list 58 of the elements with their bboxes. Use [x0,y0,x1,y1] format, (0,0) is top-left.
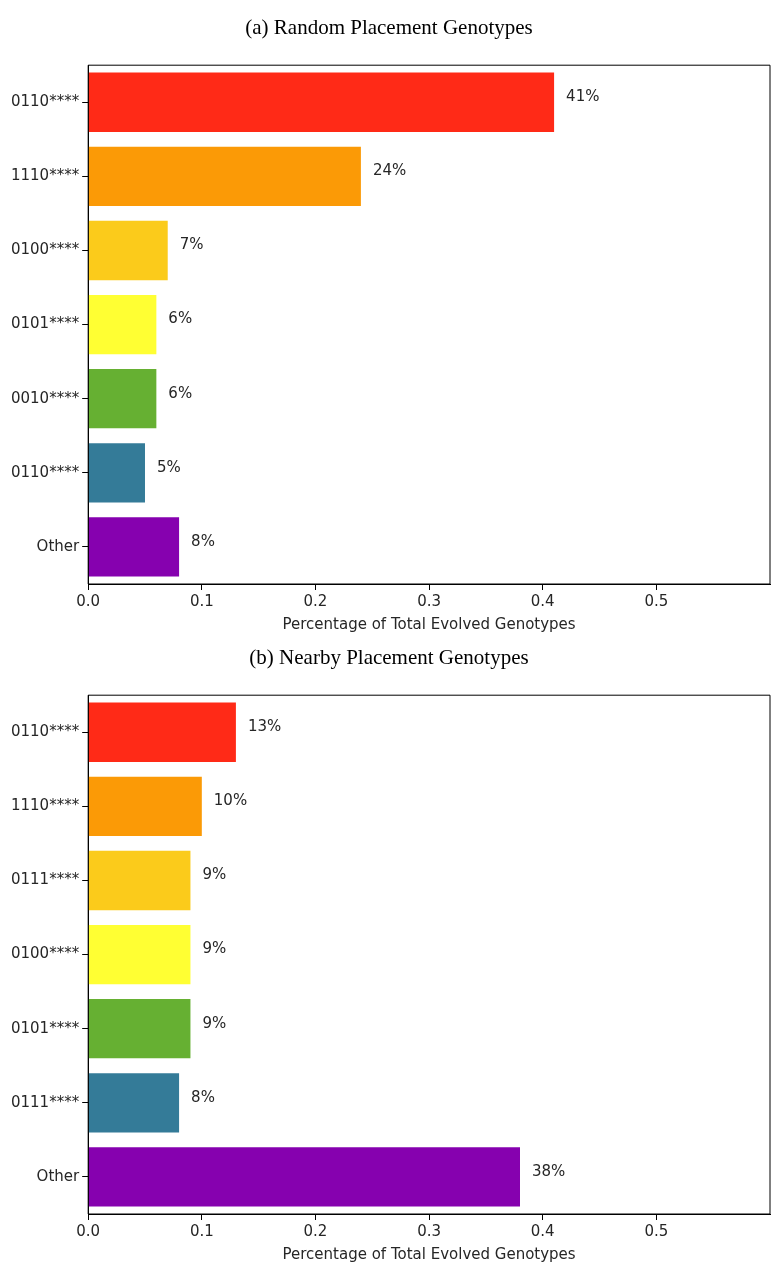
y-tick-label: Other [36,1166,80,1185]
bar [88,1073,180,1133]
x-tick-label: 0.1 [189,1221,214,1240]
bar [88,1147,520,1207]
x-axis-title: Percentage of Total Evolved Genotypes [282,1244,576,1263]
x-tick-label: 0.3 [417,1221,442,1240]
data-label: 10% [213,791,248,810]
x-tick-label: 0.4 [530,591,555,610]
data-label: 9% [202,1013,227,1032]
y-tick-label: 0111**** [10,1092,80,1111]
y-tick-label: 0111**** [10,870,80,889]
bar [88,294,157,355]
data-label: 6% [168,383,193,402]
x-tick-label: 0.0 [76,1221,101,1240]
data-label: 13% [247,717,282,736]
x-tick-label: 0.2 [303,1221,328,1240]
y-tick-label: 0110**** [10,722,80,741]
x-tick-label: 0.4 [530,1221,555,1240]
bar [88,999,191,1059]
x-tick-label: 0.3 [417,591,442,610]
data-label: 6% [168,309,193,328]
y-tick-label: 0101**** [10,314,80,333]
y-tick-label: 0100**** [10,240,80,259]
y-tick-label: 0010**** [10,388,80,407]
chart-title: (b) Nearby Placement Genotypes [249,645,529,670]
bar [88,702,236,762]
bar [88,72,555,132]
x-tick-label: 0.2 [303,591,328,610]
data-label: 5% [156,457,181,476]
y-tick-label: 0110**** [10,462,80,481]
bar [88,924,191,985]
x-axis-title: Percentage of Total Evolved Genotypes [282,614,576,633]
data-label: 8% [191,1087,215,1106]
y-tick-label: 0110**** [10,92,80,111]
y-tick-label: 0101**** [10,1018,80,1037]
chart-title: (a) Random Placement Genotypes [245,15,533,40]
y-tick-label: 1110**** [10,166,80,185]
y-tick-label: 1110**** [10,796,80,815]
data-label: 24% [372,161,407,180]
x-tick-label: 0.1 [189,591,214,610]
bar [88,369,157,429]
bar [88,146,361,207]
data-label: 9% [202,865,227,884]
y-tick-label: Other [36,536,80,555]
data-label: 41% [566,87,600,106]
bar [88,517,180,577]
bar [88,776,202,837]
data-label: 7% [179,235,204,254]
data-label: 9% [202,939,227,958]
bar [88,443,145,503]
data-label: 8% [191,531,215,550]
x-tick-label: 0.5 [644,591,669,610]
x-tick-label: 0.0 [76,591,101,610]
x-tick-label: 0.5 [644,1221,669,1240]
bar [88,220,168,281]
y-tick-label: 0100**** [10,944,80,963]
data-label: 38% [532,1161,566,1180]
bar [88,850,191,911]
